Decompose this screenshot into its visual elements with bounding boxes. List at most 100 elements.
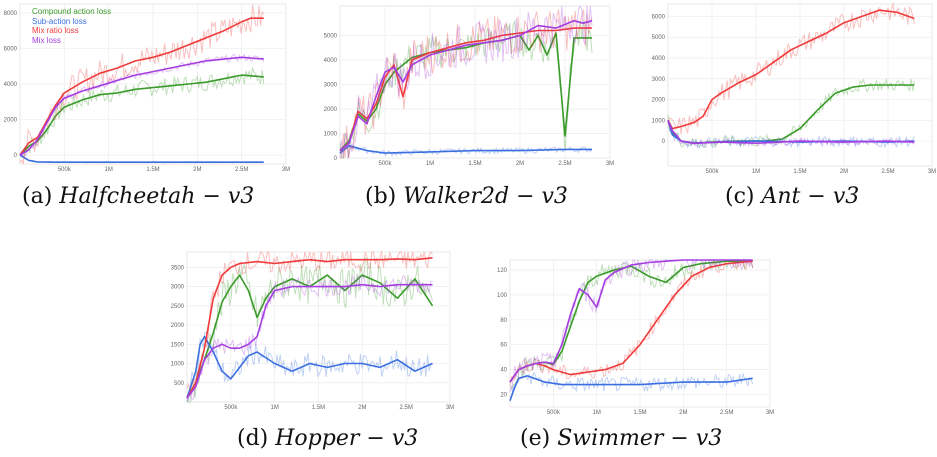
y-tick-label: 60 <box>500 343 507 349</box>
caption-prefix: (e) <box>520 426 551 451</box>
y-tick-label: 3500 <box>171 265 185 271</box>
chart-panel-a: 0 2000 4000 6000 8000 500k 1M 1.5M 2M 2.5M 3M Comp… <box>0 0 300 220</box>
chart-panel-e: 20 40 60 80 100 120 500k 1M 1.5M 2M 2.5M 3M (e) Swi… <box>490 242 780 457</box>
series-raw-3 <box>186 274 433 403</box>
x-tick-label: 2.5M <box>399 405 412 411</box>
y-tick-label: 4000 <box>324 58 338 64</box>
chart-panel-c: 0 1000 2000 3000 4000 5000 6000 500k 1M 1.5M 2M 2.5… <box>650 0 937 220</box>
caption-env: Ant <box>761 184 801 209</box>
x-tick-label: 2M <box>358 405 366 411</box>
y-tick-label: 40 <box>500 368 507 374</box>
x-tick-label: 500k <box>224 405 238 411</box>
caption-dash: − <box>366 426 385 451</box>
y-tick-label: 0 <box>662 139 666 145</box>
x-tick-label: 3M <box>928 169 936 175</box>
y-tick-label: 1000 <box>652 118 666 124</box>
series-line-3 <box>339 19 593 152</box>
series-line-3 <box>19 56 264 156</box>
y-tick-label: 8000 <box>4 11 18 17</box>
series-raw-1 <box>339 143 593 157</box>
caption-dash: − <box>807 184 826 209</box>
plot-c: 0 1000 2000 3000 4000 5000 6000 500k 1M 1.5M 2M 2.5… <box>652 2 936 175</box>
y-tick-label: 500 <box>174 381 185 387</box>
y-tick-label: 2500 <box>171 304 185 310</box>
series-line-3 <box>186 283 433 399</box>
x-tick-label: 1.5M <box>146 167 159 173</box>
y-tick-label: 2000 <box>652 98 666 104</box>
x-tick-label: 3M <box>446 405 454 411</box>
y-tick-label: 6000 <box>652 14 666 20</box>
legend: Compound action loss Sub-action loss Mix… <box>32 7 111 45</box>
series-line-0 <box>339 32 592 152</box>
caption-env: Hopper <box>275 426 360 451</box>
x-tick-label: 500k <box>58 167 72 173</box>
series-line-0 <box>186 274 434 399</box>
series-line-3 <box>509 259 753 383</box>
x-tick-label: 2.5M <box>558 161 571 167</box>
caption-prefix: (b) <box>365 184 397 209</box>
y-tick-label: 0 <box>14 153 18 159</box>
x-tick-label: 1M <box>752 169 760 175</box>
caption-c: (c) Ant − v3 <box>725 184 859 209</box>
y-tick-label: 3000 <box>324 82 338 88</box>
caption-env: Walker2d <box>403 184 510 209</box>
caption-env: Halfcheetah <box>59 184 196 209</box>
series-line-2 <box>339 27 592 152</box>
caption-prefix: (d) <box>237 426 269 451</box>
y-tick-label: 80 <box>500 318 507 324</box>
y-tick-label: 5000 <box>324 33 338 39</box>
x-tick-label: 1.5M <box>793 169 806 175</box>
caption-dash: − <box>516 184 535 209</box>
x-tick-label: 1.5M <box>312 405 325 411</box>
series-raw-2 <box>340 9 593 159</box>
y-tick-label: 2000 <box>324 107 338 113</box>
chart-panel-d: 500 1000 1500 2000 2500 3000 3500 500k 1M 1.5M 2M 2… <box>165 242 465 457</box>
series-line-1 <box>339 144 592 154</box>
series-line-1 <box>509 375 753 402</box>
x-tick-label: 2M <box>193 167 201 173</box>
y-tick-label: 2000 <box>4 118 18 124</box>
x-tick-label: 500k <box>705 169 719 175</box>
series-raw-1 <box>667 119 915 149</box>
series-raw-1 <box>186 331 433 403</box>
series-line-2 <box>19 17 264 156</box>
series-raw-3 <box>339 5 593 159</box>
caption-version: v3 <box>227 184 255 209</box>
caption-env: Swimmer <box>557 426 664 451</box>
y-tick-label: 6000 <box>4 46 18 52</box>
legend-item-mix-ratio-loss: Mix ratio loss <box>32 26 79 35</box>
legend-item-sub-action-loss: Sub-action loss <box>32 16 87 26</box>
caption-version: v3 <box>391 426 419 451</box>
caption-a: (a) Halfcheetah − v3 <box>22 184 254 209</box>
y-tick-label: 100 <box>497 293 508 299</box>
caption-version: v3 <box>541 184 568 209</box>
series-raw-2 <box>667 2 915 135</box>
series-line-0 <box>19 74 264 156</box>
series-raw-2 <box>19 4 265 165</box>
y-tick-label: 0 <box>334 156 338 162</box>
y-tick-label: 4000 <box>652 56 666 62</box>
caption-e: (e) Swimmer − v3 <box>520 426 722 451</box>
caption-dash: − <box>202 184 221 209</box>
legend-item-mix-loss: Mix loss <box>32 35 61 45</box>
legend-item-compound-action-loss: Compound action loss <box>32 7 112 16</box>
y-tick-label: 1000 <box>324 131 338 137</box>
x-tick-label: 1M <box>104 167 112 173</box>
x-tick-label: 3M <box>282 167 290 173</box>
x-tick-label: 1M <box>426 161 434 167</box>
x-tick-label: 500k <box>547 410 561 416</box>
y-tick-label: 3000 <box>652 77 666 83</box>
caption-version: v3 <box>695 426 723 451</box>
caption-d: (d) Hopper − v3 <box>237 426 418 451</box>
x-tick-label: 2M <box>840 169 848 175</box>
y-tick-label: 3000 <box>171 285 185 291</box>
x-tick-label: 2.5M <box>235 167 248 173</box>
series-line-3 <box>667 119 915 144</box>
x-tick-label: 500k <box>378 161 392 167</box>
y-tick-label: 4000 <box>4 82 18 88</box>
series-line-1 <box>19 154 264 163</box>
x-tick-label: 2M <box>516 161 524 167</box>
x-tick-label: 3M <box>606 161 614 167</box>
caption-version: v3 <box>832 184 860 209</box>
plot-a: 0 2000 4000 6000 8000 500k 1M 1.5M 2M 2.5M 3M <box>4 3 290 173</box>
